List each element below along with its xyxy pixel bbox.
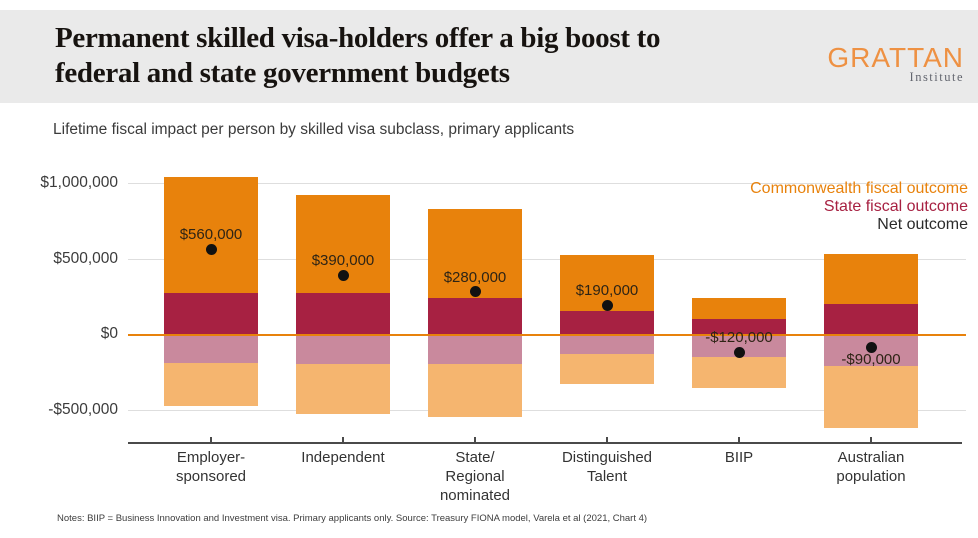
x-axis-label: BIIP (724, 449, 754, 466)
title-banner (0, 10, 978, 103)
commonwealth-fiscal-outcome-negative-segment (164, 362, 258, 407)
x-axis-label: State/ Regional nominated (439, 449, 511, 504)
x-axis-tick (870, 437, 872, 442)
net-outcome-label: -$90,000 (841, 350, 901, 368)
state-fiscal-outcome-positive-segment (296, 293, 390, 334)
net-outcome-label: $390,000 (311, 252, 375, 270)
y-axis-label: $0 (100, 325, 118, 342)
x-axis-label: Independent (301, 449, 385, 466)
x-axis-line (128, 442, 962, 444)
net-outcome-label: $560,000 (179, 226, 243, 244)
state-fiscal-outcome-negative-segment (296, 334, 390, 365)
legend-item-net-outcome: Net outcome (877, 216, 968, 233)
commonwealth-fiscal-outcome-positive-segment (428, 208, 522, 298)
commonwealth-fiscal-outcome-negative-segment (560, 353, 654, 384)
source-note: Notes: BIIP = Business Innovation and In… (57, 513, 648, 524)
net-outcome-label: $190,000 (575, 282, 639, 300)
commonwealth-fiscal-outcome-negative-segment (428, 364, 522, 418)
page-title: Permanent skilled visa-holders offer a b… (55, 22, 661, 89)
legend-item-state-fiscal-outcome: State fiscal outcome (823, 198, 968, 215)
net-outcome-dot (601, 299, 613, 311)
net-outcome-dot (865, 342, 877, 354)
commonwealth-fiscal-outcome-positive-segment (164, 176, 258, 294)
x-axis-label: Distinguished Talent (561, 449, 653, 485)
x-axis-tick (606, 437, 608, 442)
net-outcome-dot (337, 269, 349, 281)
commonwealth-fiscal-outcome-negative-segment (824, 365, 918, 428)
state-fiscal-outcome-positive-segment (164, 293, 258, 334)
y-axis-label: $500,000 (53, 249, 118, 267)
gridline (128, 183, 966, 184)
commonwealth-fiscal-outcome-positive-segment (692, 297, 786, 319)
chart-legend: Commonwealth fiscal outcome State fiscal … (750, 180, 968, 234)
gridline (128, 258, 966, 260)
net-outcome-dot (733, 346, 745, 358)
y-axis-label: -$500,000 (48, 400, 118, 418)
net-outcome-dot (469, 286, 481, 298)
x-axis-tick (210, 437, 212, 442)
grattan-logo: GRATTAN Institute (827, 44, 964, 85)
state-fiscal-outcome-negative-segment (692, 334, 786, 357)
state-fiscal-outcome-positive-segment (560, 311, 654, 334)
grattan-logo-text: GRATTAN (827, 42, 964, 73)
x-axis-label: Employer- sponsored (175, 449, 247, 485)
zero-line (128, 334, 966, 336)
net-outcome-label: -$120,000 (705, 329, 773, 347)
state-fiscal-outcome-negative-segment (164, 334, 258, 363)
state-fiscal-outcome-positive-segment (824, 303, 918, 334)
state-fiscal-outcome-positive-segment (428, 297, 522, 334)
x-axis-label: Australian population (836, 449, 906, 485)
state-fiscal-outcome-negative-segment (428, 334, 522, 365)
x-axis-tick (474, 437, 476, 442)
chart-subtitle: Lifetime fiscal impact per person by ski… (53, 121, 575, 138)
net-outcome-label: $280,000 (443, 268, 507, 286)
state-fiscal-outcome-positive-segment (692, 318, 786, 334)
commonwealth-fiscal-outcome-positive-segment (824, 253, 918, 304)
net-outcome-dot (205, 243, 217, 255)
y-axis-label: $1,000,000 (40, 174, 118, 191)
commonwealth-fiscal-outcome-negative-segment (296, 364, 390, 415)
legend-item-commonwealth-fiscal-outcome: Commonwealth fiscal outcome (750, 180, 968, 197)
commonwealth-fiscal-outcome-negative-segment (692, 356, 786, 389)
state-fiscal-outcome-negative-segment (560, 334, 654, 354)
gridline (128, 409, 966, 411)
grattan-logo-subtext: Institute (909, 70, 964, 84)
x-axis-tick (342, 437, 344, 442)
x-axis-tick (738, 437, 740, 442)
